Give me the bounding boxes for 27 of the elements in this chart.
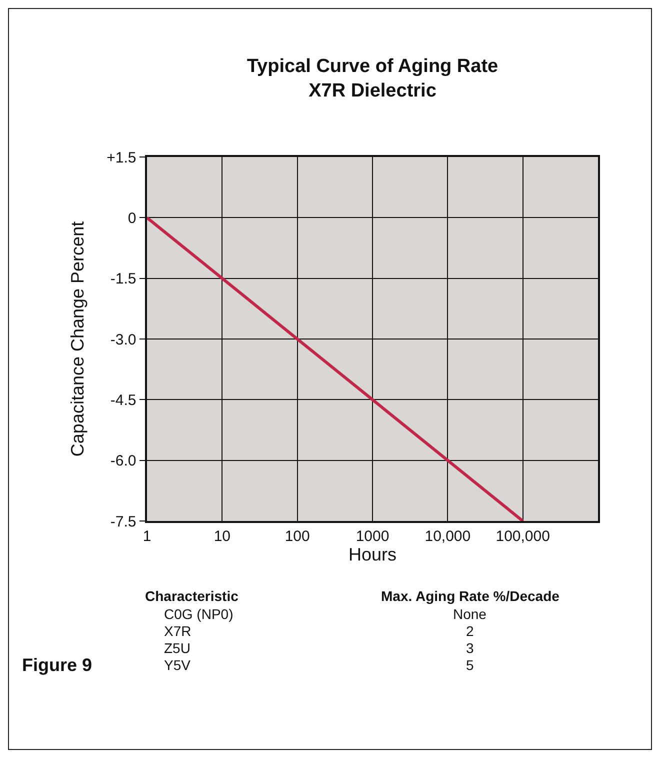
y-tick-label: -4.5 bbox=[110, 392, 136, 409]
y-tick-label: -6.0 bbox=[110, 452, 136, 470]
x-tick-label: 10,000 bbox=[424, 528, 471, 545]
y-tick-label: -1.5 bbox=[110, 270, 136, 288]
text: C0G (NP0) bbox=[164, 606, 234, 622]
x-tick-label: 100,000 bbox=[496, 528, 550, 545]
text: 5 bbox=[466, 657, 474, 673]
text: 2 bbox=[466, 623, 474, 639]
text: 3 bbox=[466, 640, 474, 656]
text: None bbox=[453, 606, 487, 622]
y-tick-label: 0 bbox=[128, 210, 136, 227]
text: Y5V bbox=[164, 657, 192, 673]
text: Z5U bbox=[164, 640, 190, 656]
x-tick-label: 1000 bbox=[356, 528, 390, 545]
x-axis-title: Hours bbox=[348, 544, 397, 565]
caption: Figure 9 bbox=[22, 655, 92, 675]
y-axis-title: Capacitance Change Percent bbox=[67, 221, 88, 457]
y-tick-label: +1.5 bbox=[106, 149, 136, 166]
x-tick-label: 100 bbox=[284, 528, 310, 545]
text: Max. Aging Rate %/Decade bbox=[381, 588, 560, 604]
y-tick-label: -7.5 bbox=[110, 513, 136, 530]
x-tick-label: 10 bbox=[214, 528, 231, 545]
text: Characteristic bbox=[145, 588, 239, 604]
chart-title: Typical Curve of Aging Rate X7R Dielectric bbox=[246, 56, 498, 102]
y-tick-label: -3.0 bbox=[110, 331, 136, 348]
text: X7R bbox=[164, 623, 192, 639]
x-tick-label: 1 bbox=[142, 528, 152, 545]
